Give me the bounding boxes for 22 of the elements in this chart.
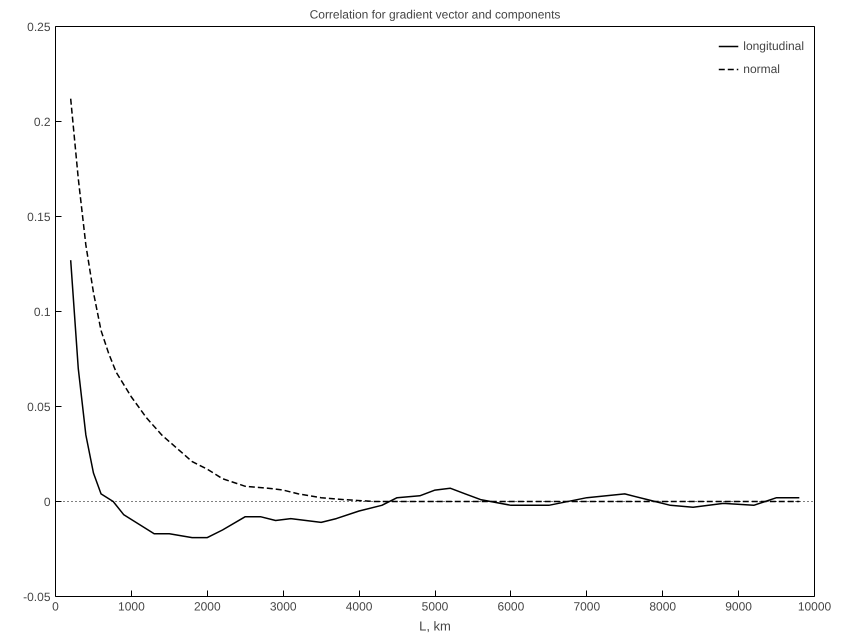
y-tick-label: 0.2 — [34, 115, 51, 129]
x-tick-label: 8000 — [649, 600, 676, 614]
y-tick-label: 0.1 — [34, 305, 51, 319]
y-tick-label: 0.15 — [27, 210, 51, 224]
y-tick-label: 0 — [44, 495, 51, 509]
legend-label: normal — [743, 62, 780, 76]
x-tick-label: 10000 — [798, 600, 832, 614]
x-tick-label: 3000 — [270, 600, 297, 614]
y-tick-label: -0.05 — [23, 590, 51, 604]
x-tick-label: 5000 — [422, 600, 449, 614]
x-tick-label: 2000 — [194, 600, 221, 614]
x-tick-label: 7000 — [573, 600, 600, 614]
y-tick-label: 0.05 — [27, 400, 51, 414]
x-tick-label: 4000 — [346, 600, 373, 614]
legend-label: longitudinal — [743, 39, 804, 53]
x-tick-label: 0 — [52, 600, 60, 614]
x-tick-label: 9000 — [725, 600, 752, 614]
x-axis-title: L, km — [419, 618, 451, 634]
chart-title: Correlation for gradient vector and components — [310, 8, 560, 22]
y-tick-label: 0.25 — [27, 20, 51, 34]
x-tick-label: 1000 — [118, 600, 146, 614]
x-tick-label: 6000 — [498, 600, 525, 614]
